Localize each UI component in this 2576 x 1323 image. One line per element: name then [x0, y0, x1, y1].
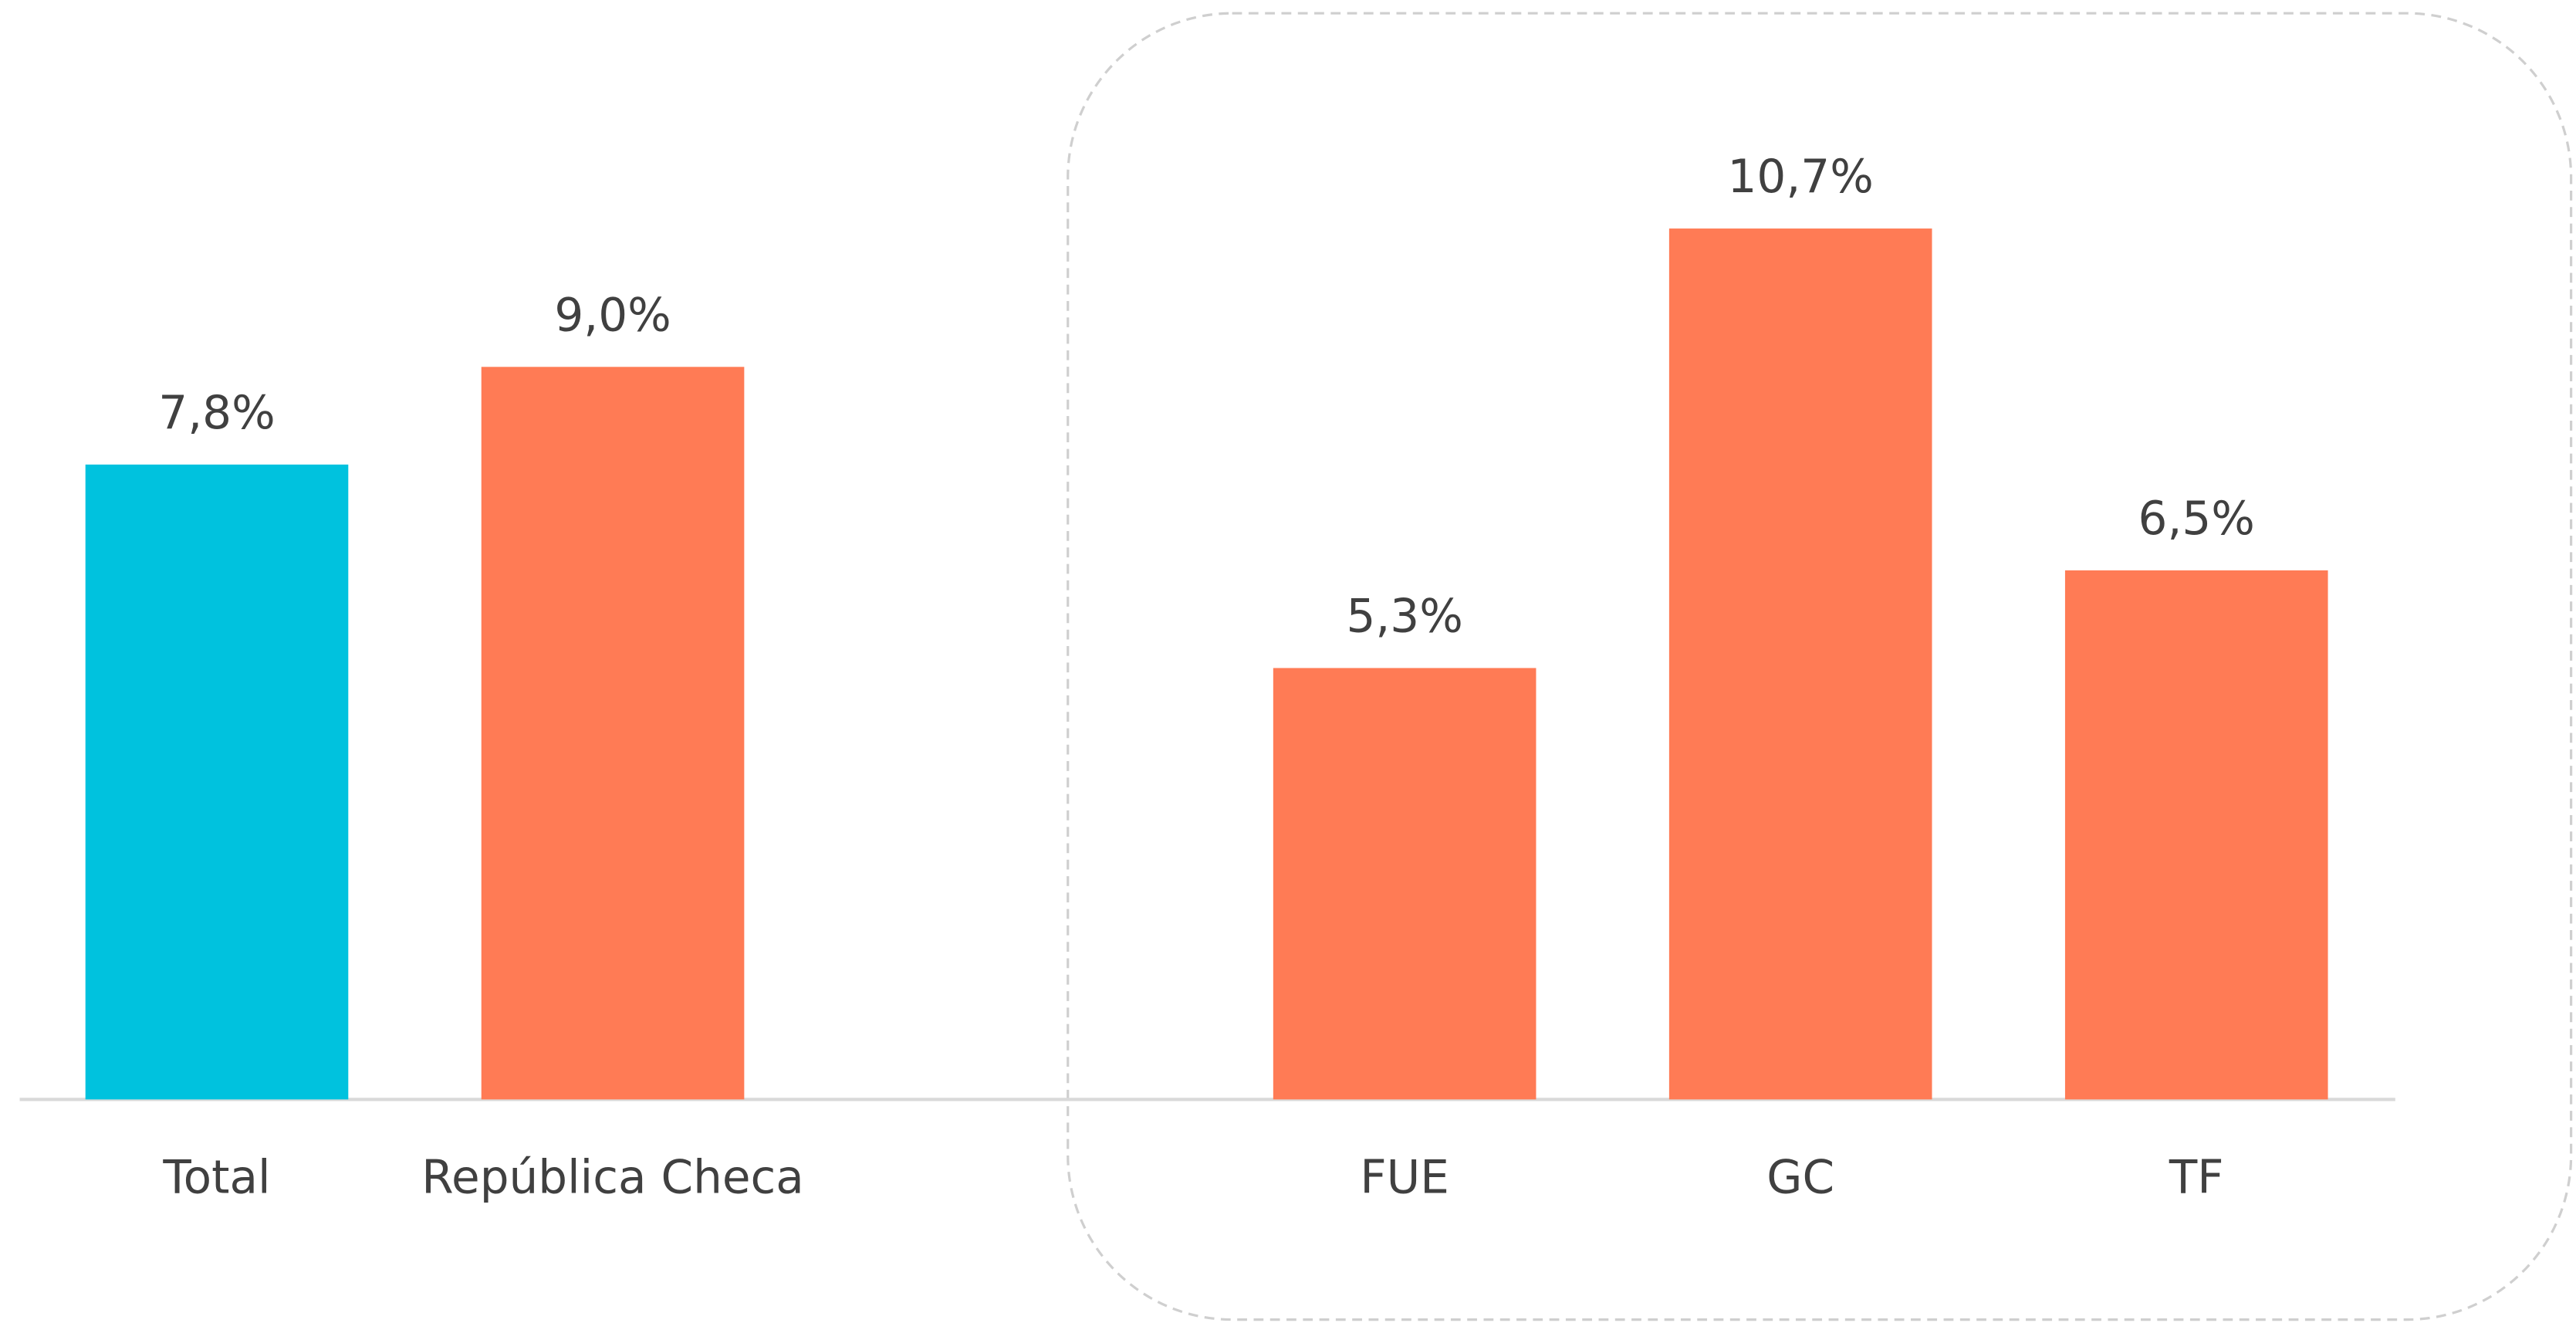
bar: [85, 464, 349, 1100]
bar: [1273, 668, 1536, 1100]
group-frame: [1067, 12, 2573, 1321]
bar: [481, 367, 745, 1100]
value-label: 5,3%: [1346, 590, 1462, 644]
value-label: 6,5%: [2138, 492, 2255, 546]
value-label: 7,8%: [158, 387, 275, 440]
value-label: 9,0%: [554, 289, 671, 342]
x-tick-label: República Checa: [421, 1152, 803, 1205]
bar: [1668, 228, 1932, 1100]
bar: [2064, 570, 2328, 1100]
x-tick-label: FUE: [1360, 1152, 1449, 1205]
x-tick-label: GC: [1766, 1152, 1834, 1205]
value-label: 10,7%: [1728, 151, 1874, 204]
x-tick-label: Total: [162, 1152, 270, 1205]
x-tick-label: TF: [2169, 1152, 2224, 1205]
